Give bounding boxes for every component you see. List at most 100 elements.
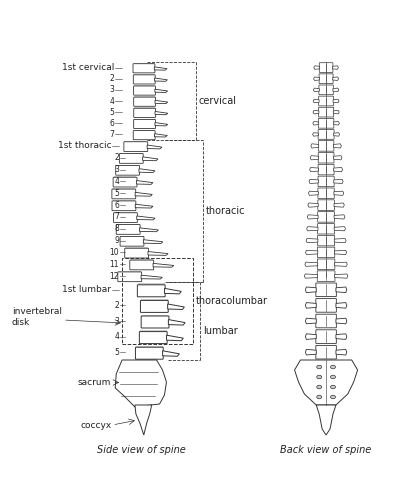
Ellipse shape	[330, 395, 336, 399]
Polygon shape	[336, 350, 347, 355]
FancyBboxPatch shape	[319, 62, 333, 72]
Text: thoracolumbar: thoracolumbar	[196, 296, 268, 306]
Bar	[134, 63, 154, 64]
Text: cervical: cervical	[199, 96, 237, 106]
Polygon shape	[155, 89, 168, 92]
Polygon shape	[154, 67, 167, 70]
Text: lumbar: lumbar	[203, 326, 238, 336]
Polygon shape	[154, 134, 167, 137]
Bar	[134, 108, 155, 109]
Text: 8: 8	[114, 224, 119, 234]
Polygon shape	[115, 360, 166, 407]
Polygon shape	[135, 192, 152, 196]
Polygon shape	[334, 132, 340, 136]
Bar	[114, 176, 136, 178]
Bar	[138, 284, 164, 286]
Polygon shape	[336, 302, 347, 308]
Polygon shape	[310, 168, 318, 172]
FancyBboxPatch shape	[318, 236, 335, 246]
Text: sacrum: sacrum	[78, 378, 111, 387]
Text: 5: 5	[114, 348, 119, 356]
Polygon shape	[168, 320, 185, 325]
Text: Side view of spine: Side view of spine	[98, 445, 186, 455]
Polygon shape	[143, 157, 158, 160]
FancyBboxPatch shape	[316, 283, 336, 296]
FancyBboxPatch shape	[318, 188, 334, 198]
FancyBboxPatch shape	[125, 248, 148, 258]
Polygon shape	[336, 318, 347, 324]
FancyBboxPatch shape	[319, 96, 334, 106]
FancyBboxPatch shape	[137, 285, 165, 297]
Bar	[140, 330, 166, 332]
FancyBboxPatch shape	[120, 236, 144, 246]
FancyBboxPatch shape	[319, 85, 333, 94]
Ellipse shape	[330, 375, 336, 379]
FancyBboxPatch shape	[119, 154, 143, 164]
Text: 3: 3	[114, 165, 119, 174]
FancyBboxPatch shape	[118, 272, 142, 281]
FancyBboxPatch shape	[134, 86, 156, 95]
Text: 6: 6	[109, 119, 114, 128]
Polygon shape	[294, 360, 358, 405]
Polygon shape	[139, 168, 155, 172]
FancyBboxPatch shape	[317, 259, 335, 270]
Polygon shape	[334, 262, 347, 266]
Polygon shape	[308, 191, 318, 196]
Bar	[116, 164, 139, 166]
Text: coccyx: coccyx	[80, 420, 111, 430]
FancyBboxPatch shape	[318, 176, 334, 186]
Polygon shape	[313, 99, 319, 103]
FancyBboxPatch shape	[318, 130, 334, 140]
Polygon shape	[305, 318, 316, 324]
Polygon shape	[135, 405, 152, 435]
Text: 5: 5	[109, 108, 114, 116]
Text: 3: 3	[109, 86, 114, 94]
Polygon shape	[334, 226, 346, 231]
Bar	[118, 271, 141, 272]
Bar	[125, 248, 148, 249]
Text: 2: 2	[114, 153, 119, 162]
FancyBboxPatch shape	[136, 347, 163, 359]
Bar	[142, 314, 168, 316]
FancyBboxPatch shape	[318, 108, 334, 117]
Polygon shape	[168, 304, 184, 310]
FancyBboxPatch shape	[112, 201, 136, 210]
Bar	[121, 236, 143, 237]
Text: 1st cervical: 1st cervical	[62, 63, 114, 72]
Polygon shape	[332, 66, 338, 70]
Polygon shape	[334, 215, 345, 219]
Polygon shape	[306, 250, 318, 254]
FancyBboxPatch shape	[316, 314, 336, 328]
Polygon shape	[312, 132, 318, 136]
Polygon shape	[336, 334, 347, 340]
Text: Back view of spine: Back view of spine	[280, 445, 372, 455]
Polygon shape	[143, 240, 163, 244]
Polygon shape	[334, 144, 341, 148]
Polygon shape	[334, 168, 342, 172]
Polygon shape	[166, 335, 183, 340]
Polygon shape	[163, 351, 179, 356]
Polygon shape	[313, 122, 319, 125]
Polygon shape	[164, 288, 181, 294]
Bar	[112, 200, 135, 202]
FancyBboxPatch shape	[319, 74, 333, 84]
Polygon shape	[135, 204, 153, 208]
FancyBboxPatch shape	[318, 140, 334, 151]
Polygon shape	[334, 274, 348, 278]
FancyBboxPatch shape	[140, 300, 168, 312]
Text: 12: 12	[110, 272, 119, 280]
Polygon shape	[307, 215, 318, 219]
Polygon shape	[154, 78, 168, 82]
Polygon shape	[153, 264, 174, 267]
Bar	[134, 118, 155, 120]
FancyBboxPatch shape	[318, 247, 335, 258]
Polygon shape	[141, 275, 162, 279]
Polygon shape	[334, 180, 343, 184]
Text: 9: 9	[114, 236, 119, 245]
FancyBboxPatch shape	[114, 212, 137, 222]
Ellipse shape	[317, 365, 322, 369]
Ellipse shape	[317, 395, 322, 399]
Polygon shape	[334, 191, 344, 196]
Polygon shape	[310, 156, 319, 160]
FancyBboxPatch shape	[318, 152, 334, 163]
